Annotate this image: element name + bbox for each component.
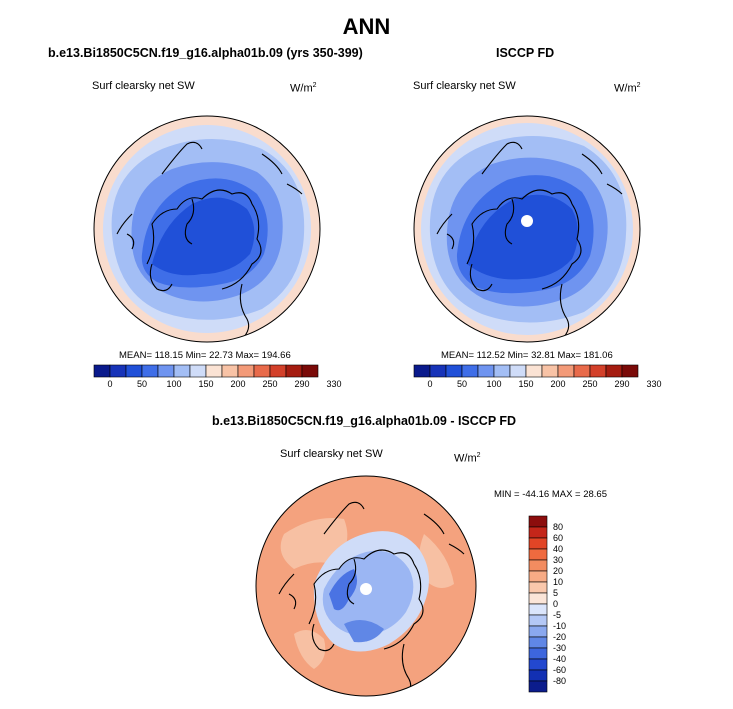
model-colorbar-label: 330 [326,379,341,389]
obs-colorbar-label: 200 [550,379,565,389]
obs-colorbar-swatch [525,364,543,378]
diff-colorbar-label: 0 [553,599,558,609]
obs-colorbar-swatch [589,364,607,378]
model-colorbar-swatch [93,364,111,378]
obs-polar-map [413,115,641,343]
diff-colorbar-swatch [528,603,548,616]
obs-colorbar-label: 50 [457,379,467,389]
diff-units-label: W/m2 [454,452,481,465]
model-colorbar-label: 50 [137,379,147,389]
obs-colorbar-swatch [621,364,639,378]
diff-colorbar-swatch [528,647,548,660]
model-variable-label: Surf clearsky net SW [92,80,195,92]
obs-colorbar-label: 0 [427,379,432,389]
model-colorbar-swatch [141,364,159,378]
diff-stats: MIN = -44.16 MAX = 28.65 [494,489,608,500]
obs-colorbar-label: 100 [486,379,501,389]
diff-colorbar-label: -60 [553,665,566,675]
model-colorbar: 0 50 100 150 200 250 290 330 [93,364,342,389]
model-colorbar-label: 250 [262,379,277,389]
obs-variable-label: Surf clearsky net SW [413,80,516,92]
diff-colorbar-swatch [528,625,548,638]
diff-colorbar-swatch [528,526,548,539]
contour-deep-blue [152,197,255,276]
obs-stats: MEAN= 112.52 Min= 32.81 Max= 181.06 [441,350,613,361]
obs-colorbar-swatch [509,364,527,378]
diff-colorbar-label: -30 [553,643,566,653]
diff-colorbar-label: 20 [553,566,563,576]
model-units-label: W/m2 [290,82,317,95]
obs-colorbar-swatch [413,364,431,378]
obs-colorbar-swatch [445,364,463,378]
model-colorbar-swatch [285,364,303,378]
diff-colorbar-label: -10 [553,621,566,631]
diff-polar-map [255,475,477,697]
obs-colorbar-swatch [429,364,447,378]
polar-missing-data-dot [521,215,533,227]
model-colorbar-swatch [189,364,207,378]
model-panel-title: b.e13.Bi1850C5CN.f19_g16.alpha01b.09 (yr… [48,46,363,60]
diff-colorbar-swatch [528,570,548,583]
diff-colorbar-label: 60 [553,533,563,543]
figure-title: ANN [342,14,391,39]
diff-colorbar-swatch [528,614,548,627]
diff-colorbar-swatch [528,581,548,594]
diff-colorbar-swatch [528,592,548,605]
obs-colorbar: 0 50 100 150 200 250 290 330 [413,364,662,389]
diff-variable-label: Surf clearsky net SW [280,448,383,460]
model-colorbar-swatch [237,364,255,378]
diff-colorbar-label: 80 [553,522,563,532]
diff-colorbar-swatch [528,669,548,682]
model-colorbar-swatch [253,364,271,378]
diff-colorbar-swatch [528,559,548,572]
diff-colorbar-label: -40 [553,654,566,664]
model-colorbar-label: 100 [166,379,181,389]
model-colorbar-swatch [109,364,127,378]
diff-colorbar-label: -80 [553,676,566,686]
obs-colorbar-swatch [573,364,591,378]
diff-colorbar-swatch [528,548,548,561]
diff-colorbar-label: -20 [553,632,566,642]
obs-colorbar-swatch [477,364,495,378]
obs-colorbar-swatch [461,364,479,378]
obs-units-label: W/m2 [614,82,641,95]
diff-panel-title: b.e13.Bi1850C5CN.f19_g16.alpha01b.09 - I… [212,414,517,428]
obs-colorbar-label: 330 [646,379,661,389]
diff-colorbar-label: 40 [553,544,563,554]
model-colorbar-label: 0 [107,379,112,389]
obs-colorbar-swatch [605,364,623,378]
diff-colorbar-swatch [528,636,548,649]
model-stats: MEAN= 118.15 Min= 22.73 Max= 194.66 [119,350,291,361]
diff-colorbar-label: 5 [553,588,558,598]
coastlines [116,141,303,340]
model-colorbar-swatch [221,364,239,378]
obs-colorbar-swatch [493,364,511,378]
model-colorbar-label: 290 [294,379,309,389]
obs-panel-title: ISCCP FD [496,46,555,60]
model-colorbar-swatch [269,364,287,378]
diff-colorbar-swatch [528,515,548,528]
model-colorbar-label: 150 [198,379,213,389]
diff-colorbar-swatch [528,537,548,550]
diff-colorbar-swatch [528,680,548,693]
model-colorbar-swatch [157,364,175,378]
diff-colorbar-swatch [528,658,548,671]
model-colorbar-swatch [205,364,223,378]
model-colorbar-swatch [173,364,191,378]
obs-colorbar-swatch [557,364,575,378]
obs-colorbar-label: 250 [582,379,597,389]
diff-colorbar-label: 10 [553,577,563,587]
obs-colorbar-swatch [541,364,559,378]
model-colorbar-label: 200 [230,379,245,389]
model-polar-map [93,115,321,343]
model-colorbar-swatch [301,364,319,378]
model-colorbar-swatch [125,364,143,378]
obs-colorbar-label: 290 [614,379,629,389]
diff-colorbar-label: 30 [553,555,563,565]
obs-colorbar-label: 150 [518,379,533,389]
diff-colorbar-label: -5 [553,610,561,620]
